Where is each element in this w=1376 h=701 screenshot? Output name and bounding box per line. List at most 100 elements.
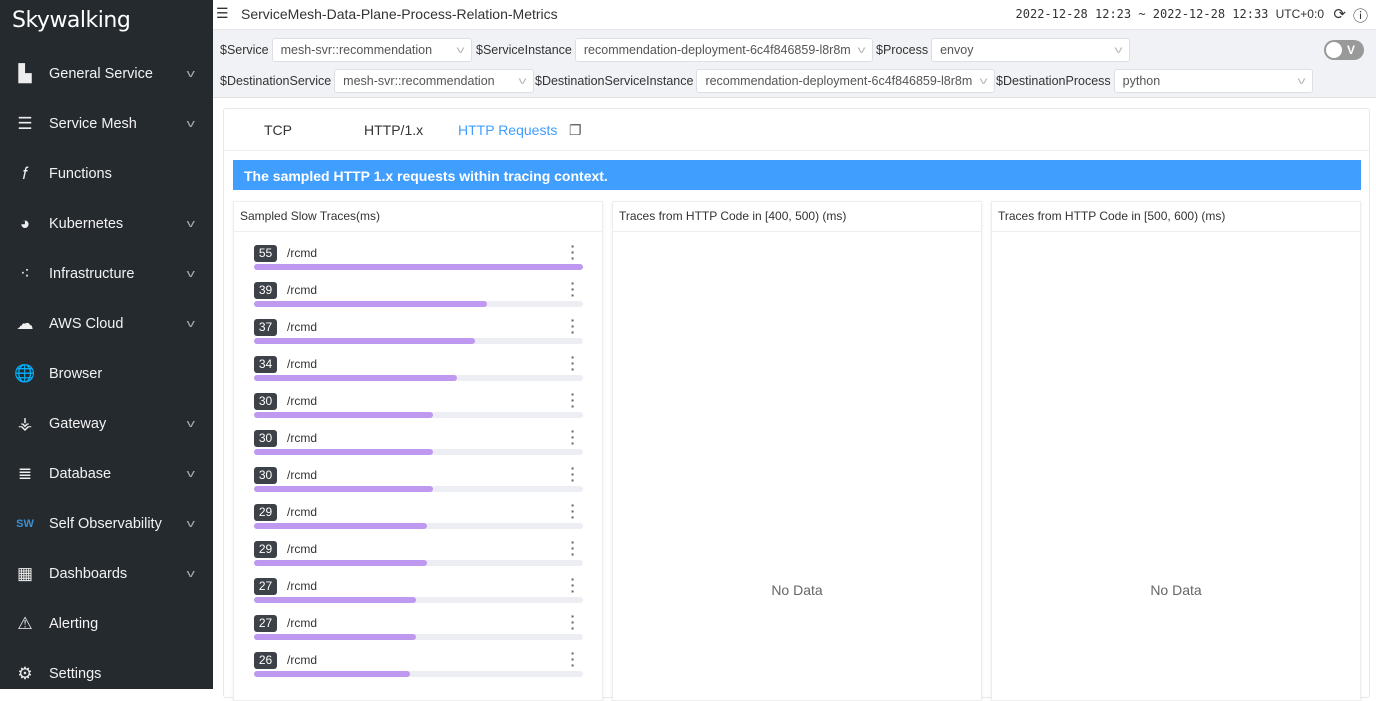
duration-bar: [254, 412, 434, 418]
chevron-down-icon: v: [1114, 44, 1123, 56]
sidebar-item-label: Settings: [49, 666, 102, 682]
endpoint-name: /rcmd: [287, 320, 317, 334]
duration-bar: [254, 264, 583, 270]
endpoint-name: /rcmd: [287, 579, 317, 593]
duration-bar: [254, 301, 488, 307]
sidebar-item-service-mesh[interactable]: ☰ Service Mesh v: [0, 99, 213, 149]
sidebar-item-dashboards[interactable]: ▦ Dashboards v: [0, 549, 213, 599]
sidebar-item-label: AWS Cloud: [49, 316, 124, 332]
duration-bar: [254, 597, 416, 603]
tab-tcp[interactable]: TCP: [264, 122, 292, 138]
trace-row[interactable]: 39/rcmd · · ·: [254, 275, 584, 312]
sidebar-item-label: Alerting: [49, 616, 99, 632]
slow-traces-panel: Sampled Slow Traces(ms) 55/rcmd · · · 39/rcm…: [233, 201, 603, 701]
duration-bar-track: [254, 449, 583, 455]
refresh-icon[interactable]: ⟳: [1333, 6, 1346, 23]
gateway-icon: ⚶: [17, 414, 33, 433]
trace-row[interactable]: 30/rcmd · · ·: [254, 423, 584, 460]
info-icon[interactable]: ⓘ: [1352, 8, 1368, 25]
dest-process-select[interactable]: python v: [1113, 69, 1313, 93]
service-select[interactable]: mesh-svr::recommendation v: [271, 38, 472, 62]
dest-service-label: $DestinationService: [220, 74, 332, 88]
endpoint-name: /rcmd: [287, 357, 317, 371]
dest-service-select[interactable]: mesh-svr::recommendation v: [334, 69, 535, 93]
collapse-sidebar-icon[interactable]: ☰: [216, 5, 229, 21]
sidebar: Skywalking ▙ General Service v ☰ Service Mes…: [0, 0, 213, 689]
trace-row[interactable]: 55/rcmd · · ·: [254, 238, 584, 275]
info-banner: The sampled HTTP 1.x requests within tra…: [233, 160, 1361, 190]
no-data-text: No Data: [771, 582, 823, 598]
trace-row[interactable]: 26/rcmd · · ·: [254, 645, 584, 682]
duration-badge: 29: [254, 541, 277, 558]
sidebar-item-aws-cloud[interactable]: ☁ AWS Cloud v: [0, 299, 213, 349]
trace-row[interactable]: 29/rcmd · · ·: [254, 534, 584, 571]
sidebar-item-functions[interactable]: 𝑓 Functions: [0, 149, 213, 199]
more-vertical-icon[interactable]: · · ·: [570, 312, 576, 340]
more-vertical-icon[interactable]: · · ·: [570, 386, 576, 414]
trace-row[interactable]: 34/rcmd · · ·: [254, 349, 584, 386]
skywalking-logo: Skywalking: [12, 8, 131, 33]
sidebar-item-gateway[interactable]: ⚶ Gateway v: [0, 399, 213, 449]
duration-bar: [254, 634, 416, 640]
sidebar-item-label: Dashboards: [49, 566, 128, 582]
sidebar-item-label: Functions: [49, 166, 112, 182]
sidebar-item-infrastructure[interactable]: ⁖ Infrastructure v: [0, 249, 213, 299]
duration-bar: [254, 671, 410, 677]
copy-icon[interactable]: ❐: [569, 122, 582, 138]
more-vertical-icon[interactable]: · · ·: [570, 534, 576, 562]
top-bar: ☰ ServiceMesh-Data-Plane-Process-Relatio…: [213, 0, 1376, 30]
duration-bar-track: [254, 338, 583, 344]
duration-bar-track: [254, 486, 583, 492]
more-vertical-icon[interactable]: · · ·: [570, 423, 576, 451]
more-vertical-icon[interactable]: · · ·: [570, 608, 576, 636]
trace-row[interactable]: 27/rcmd · · ·: [254, 608, 584, 645]
sidebar-item-self-observability[interactable]: SW Self Observability v: [0, 499, 213, 549]
sidebar-item-kubernetes[interactable]: ◕ Kubernetes v: [0, 199, 213, 249]
endpoint-name: /rcmd: [287, 246, 317, 260]
trace-row[interactable]: 30/rcmd · · ·: [254, 386, 584, 423]
more-vertical-icon[interactable]: · · ·: [570, 275, 576, 303]
function-icon: 𝑓: [22, 164, 28, 183]
tab-http-requests[interactable]: HTTP Requests: [458, 122, 558, 138]
chevron-down-icon: v: [518, 75, 527, 87]
process-select[interactable]: envoy v: [931, 38, 1131, 62]
dest-service-instance-select[interactable]: recommendation-deployment-6c4f846859-l8r…: [696, 69, 996, 93]
more-vertical-icon[interactable]: · · ·: [570, 571, 576, 599]
duration-badge: 27: [254, 578, 277, 595]
page-title: ServiceMesh-Data-Plane-Process-Relation-…: [241, 6, 558, 22]
trace-row[interactable]: 30/rcmd · · ·: [254, 460, 584, 497]
sidebar-item-alerting[interactable]: ⚠ Alerting: [0, 599, 213, 649]
duration-bar: [254, 523, 428, 529]
service-instance-value: recommendation-deployment-6c4f846859-l8r…: [583, 43, 851, 57]
visualization-toggle[interactable]: V: [1324, 40, 1364, 60]
service-instance-select[interactable]: recommendation-deployment-6c4f846859-l8r…: [574, 38, 873, 62]
duration-bar-track: [254, 671, 583, 677]
sidebar-item-general-service[interactable]: ▙ General Service v: [0, 49, 213, 99]
time-range[interactable]: 2022-12-28 12:23 ~ 2022-12-28 12:33 UTC+…: [1016, 7, 1324, 21]
more-vertical-icon[interactable]: · · ·: [570, 497, 576, 525]
tab-http1x[interactable]: HTTP/1.x: [364, 122, 424, 138]
sidebar-item-label: General Service: [49, 66, 153, 82]
more-vertical-icon[interactable]: · · ·: [570, 460, 576, 488]
duration-bar-track: [254, 523, 583, 529]
more-vertical-icon[interactable]: · · ·: [570, 238, 576, 266]
more-vertical-icon[interactable]: · · ·: [570, 645, 576, 673]
dest-process-label: $DestinationProcess: [996, 74, 1111, 88]
duration-bar: [254, 449, 434, 455]
trace-row[interactable]: 37/rcmd · · ·: [254, 312, 584, 349]
globe-icon: 🌐: [14, 364, 36, 383]
trace-row[interactable]: 27/rcmd · · ·: [254, 571, 584, 608]
trace-row[interactable]: 29/rcmd · · ·: [254, 497, 584, 534]
sidebar-item-label: Gateway: [49, 416, 107, 432]
layers-icon: ☰: [17, 114, 33, 133]
more-vertical-icon[interactable]: · · ·: [570, 349, 576, 377]
sidebar-item-database[interactable]: ≣ Database v: [0, 449, 213, 499]
sidebar-item-settings[interactable]: ⚙ Settings: [0, 649, 213, 699]
dest-service-instance-label: $DestinationServiceInstance: [535, 74, 694, 88]
duration-badge: 30: [254, 467, 277, 484]
duration-badge: 27: [254, 615, 277, 632]
chevron-down-icon: v: [186, 118, 195, 130]
sidebar-item-browser[interactable]: 🌐 Browser: [0, 349, 213, 399]
dashboard-icon: ▦: [16, 564, 34, 583]
duration-badge: 29: [254, 504, 277, 521]
